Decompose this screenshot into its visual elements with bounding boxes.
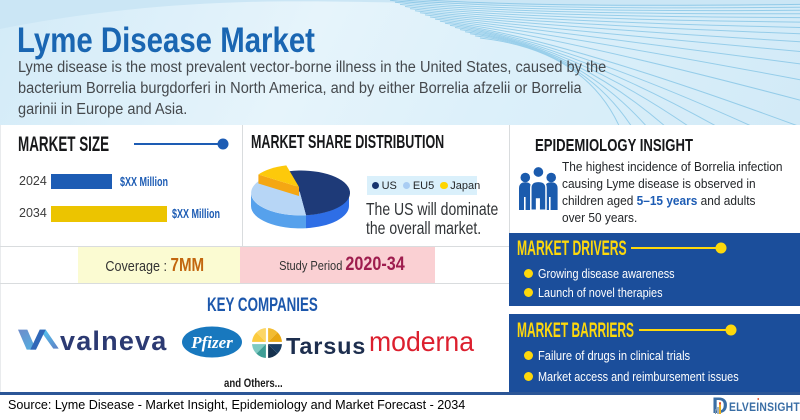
svg-text:Pfizer: Pfizer — [190, 333, 233, 352]
